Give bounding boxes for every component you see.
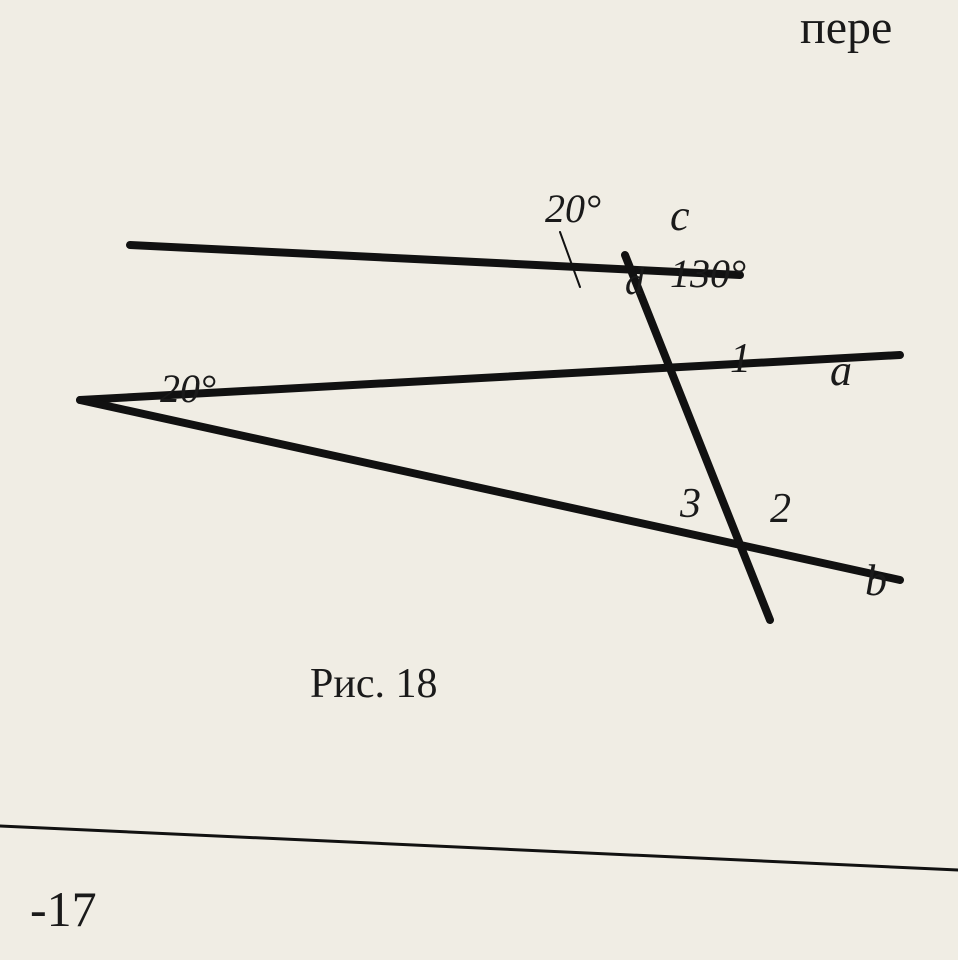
angle-20-top: 20° [545, 185, 601, 232]
page-number-minus17: -17 [30, 880, 97, 938]
angle-label-2: 2 [770, 485, 791, 533]
page: пере 20° c d 130° 20° 1 a 3 2 b Рис. 18 … [0, 0, 958, 960]
partial-text-top: пере [800, 0, 892, 55]
angle-label-3: 3 [680, 480, 701, 528]
angle-130: 130° [670, 250, 746, 297]
line-label-c: c [670, 190, 690, 241]
line-label-a: a [830, 345, 852, 396]
diagram-svg [0, 0, 958, 960]
angle-label-1: 1 [730, 335, 751, 383]
figure-caption: Рис. 18 [310, 660, 437, 708]
angle-20-left: 20° [160, 365, 216, 412]
line-label-b: b [865, 555, 887, 606]
line-label-d: d [625, 260, 644, 304]
